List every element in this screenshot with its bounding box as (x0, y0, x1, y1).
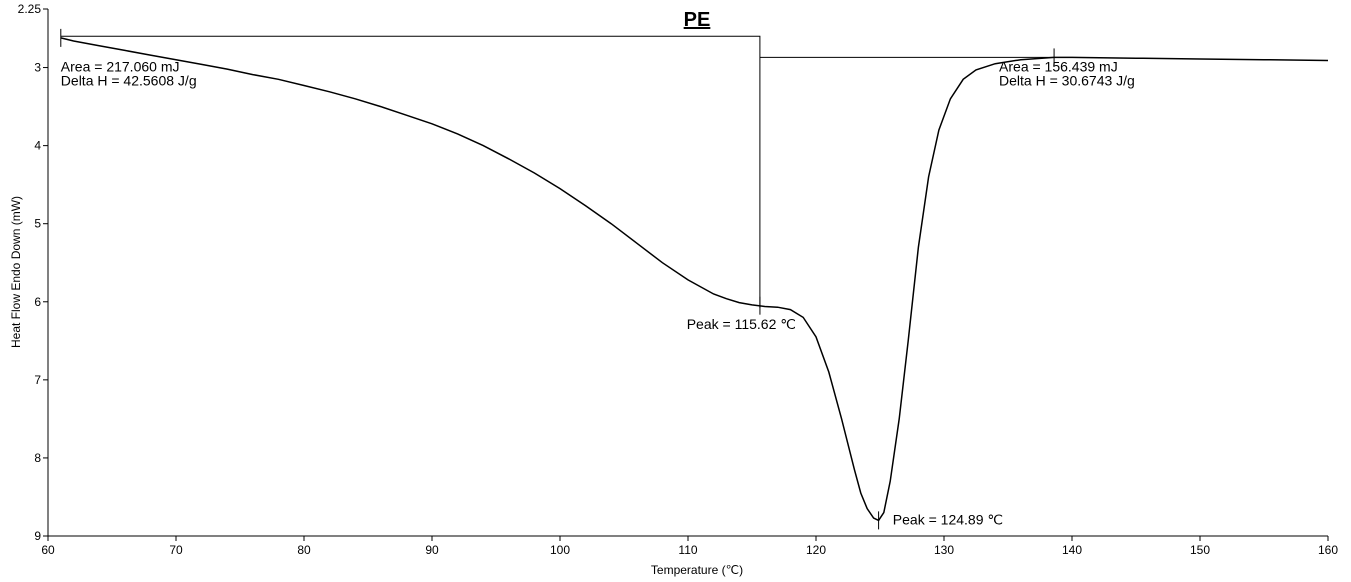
x-tick-label: 70 (169, 543, 183, 557)
x-tick-label: 80 (297, 543, 311, 557)
integration-baseline (60, 35, 761, 308)
y-tick-label: 5 (34, 217, 41, 231)
axes (47, 9, 1328, 537)
y-axis-label: Heat Flow Endo Down (mW) (9, 196, 23, 348)
x-tick-label: 110 (678, 543, 697, 557)
y-tick-label: 3 (34, 61, 41, 75)
x-tick-label: 160 (1318, 543, 1338, 557)
x-tick-label: 130 (934, 543, 954, 557)
x-axis-ticks: 60 70 80 90 100 110 120 130 140 150 160 (41, 536, 1338, 557)
annotation-text: Delta H = 30.6743 J/g (999, 73, 1135, 89)
x-tick-label: 100 (550, 543, 570, 557)
markers (60, 28, 1055, 530)
chart-title: PE (684, 9, 711, 31)
y-tick-label: 2.25 (18, 2, 42, 16)
x-tick-label: 140 (1062, 543, 1082, 557)
baselines (60, 35, 1055, 308)
annotation-text: Area = 156.439 mJ (999, 58, 1118, 74)
y-tick-label: 9 (34, 529, 41, 543)
annotation-text: Delta H = 42.5608 J/g (61, 73, 197, 89)
x-tick-label: 120 (806, 543, 826, 557)
annotation-text: Peak = 124.89 ℃ (893, 511, 1003, 527)
heat-flow-curve (60, 37, 1329, 522)
annotation-text: Peak = 115.62 ℃ (687, 316, 796, 332)
x-tick-label: 60 (41, 543, 55, 557)
y-axis-ticks: 2.25 3 4 5 6 7 8 9 (18, 2, 48, 543)
y-tick-label: 6 (34, 295, 41, 309)
annotation-text: Area = 217.060 mJ (61, 58, 180, 74)
y-tick-label: 4 (34, 139, 41, 153)
x-tick-label: 150 (1190, 543, 1210, 557)
y-tick-label: 8 (34, 451, 41, 465)
x-tick-label: 90 (425, 543, 439, 557)
y-tick-label: 7 (34, 373, 41, 387)
x-axis-label: Temperature (℃) (651, 563, 743, 577)
